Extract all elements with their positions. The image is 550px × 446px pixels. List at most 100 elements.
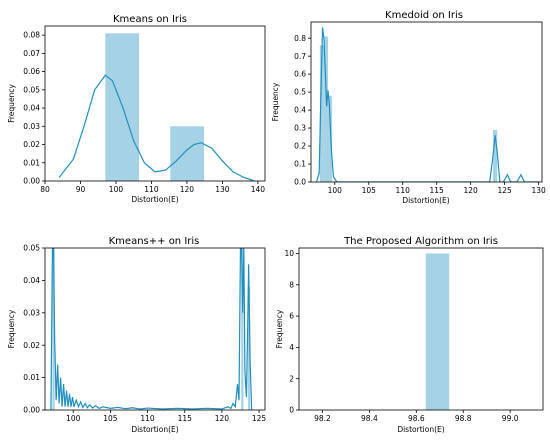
- plot-area: [425, 253, 450, 410]
- y-axis-label: Frequency: [7, 84, 16, 123]
- y-tick-label: 0.05: [23, 85, 40, 94]
- y-tick-label: 0.03: [23, 122, 40, 131]
- y-tick-label: 0.04: [23, 104, 40, 113]
- plot-frame: [298, 247, 544, 411]
- x-axis-label: Distortion(E): [131, 425, 178, 434]
- y-tick-label: 0.07: [23, 49, 40, 58]
- histogram-bar: [247, 286, 251, 410]
- x-tick-label: 98.4: [361, 414, 378, 423]
- chart-title: Kmeans on Iris: [113, 14, 187, 25]
- panel-proposed: The Proposed Algorithm on Iris 98.2 98.4 9…: [275, 236, 544, 434]
- histogram-bar: [493, 129, 498, 182]
- y-tick-label: 0.01: [23, 373, 40, 382]
- x-tick-label: 98.8: [455, 414, 472, 423]
- y-tick-label: 0.02: [23, 341, 40, 350]
- histogram-bar: [323, 36, 328, 182]
- plot-frame: [310, 21, 543, 183]
- x-tick-label: 90: [76, 185, 86, 194]
- x-tick-label: 105: [362, 186, 377, 195]
- plot-frame: [44, 25, 266, 182]
- x-axis: 100 105 110 115 120 125 130: [328, 182, 546, 195]
- y-axis-label: Frequency: [271, 82, 280, 121]
- y-tick-label: 0.7: [294, 52, 306, 61]
- y-axis: 0.00 0.01 0.02 0.03 0.04 0.05: [23, 244, 45, 415]
- plot-frame: [44, 247, 266, 411]
- y-tick-label: 10: [284, 249, 294, 258]
- y-tick-label: 0.5: [294, 88, 306, 97]
- y-axis-label: Frequency: [275, 309, 284, 348]
- histogram-bar: [327, 95, 333, 182]
- density-curve: [315, 27, 539, 182]
- panel-kmeanspp: Kmeans++ on Iris 100 105 110 115 120 125 0.00…: [7, 236, 266, 434]
- x-tick-label: 99.0: [502, 414, 519, 423]
- x-tick-label: 100: [109, 185, 124, 194]
- x-tick-label: 105: [103, 414, 118, 423]
- y-tick-label: 0.4: [294, 106, 306, 115]
- y-axis: 0.00 0.01 0.02 0.03 0.04 0.05 0.06 0.07 0.08: [23, 31, 45, 186]
- panel-kmedoid: Kmedoid on Iris 100 105 110 115 120 125 130 0.…: [271, 10, 546, 205]
- y-tick-label: 0.04: [23, 276, 40, 285]
- x-tick-label: 130: [531, 186, 546, 195]
- x-tick-label: 115: [430, 186, 445, 195]
- x-tick-label: 115: [178, 414, 193, 423]
- y-tick-label: 0.08: [23, 31, 40, 40]
- y-tick-label: 0.6: [294, 70, 306, 79]
- y-axis: 0 2 4 6 8 10: [284, 249, 299, 415]
- histogram-bar: [52, 248, 55, 410]
- plot-area: [50, 248, 253, 410]
- x-tick-label: 140: [251, 185, 266, 194]
- x-tick-label: 110: [396, 186, 411, 195]
- x-tick-label: 98.2: [314, 414, 331, 423]
- x-tick-label: 120: [215, 414, 230, 423]
- y-tick-label: 0.06: [23, 67, 40, 76]
- x-tick-label: 125: [497, 186, 512, 195]
- y-tick-label: 0.02: [23, 140, 40, 149]
- plot-area: [315, 27, 539, 182]
- y-tick-label: 6: [289, 312, 294, 321]
- x-tick-label: 120: [180, 185, 195, 194]
- y-tick-label: 0.05: [23, 244, 40, 253]
- x-tick-label: 130: [215, 185, 230, 194]
- y-tick-label: 0.00: [23, 177, 40, 186]
- y-axis-label: Frequency: [7, 309, 16, 348]
- x-axis-label: Distortion(E): [131, 195, 178, 204]
- density-curve: [58, 74, 255, 181]
- x-axis-label: Distortion(E): [402, 196, 449, 205]
- y-tick-label: 0: [289, 406, 294, 415]
- x-tick-label: 80: [40, 185, 50, 194]
- x-tick-label: 98.6: [408, 414, 425, 423]
- y-tick-label: 0.8: [294, 34, 306, 43]
- y-tick-label: 0.3: [294, 124, 306, 133]
- y-tick-label: 0.0: [294, 178, 306, 187]
- y-tick-label: 0.2: [294, 142, 306, 151]
- chart-title: Kmeans++ on Iris: [109, 236, 200, 247]
- y-tick-label: 2: [289, 374, 294, 383]
- plot-area: [58, 33, 255, 181]
- y-tick-label: 0.1: [294, 160, 306, 169]
- y-tick-label: 0.03: [23, 308, 40, 317]
- x-axis: 98.2 98.4 98.6 98.8 99.0: [314, 410, 519, 423]
- x-axis-label: Distortion(E): [397, 425, 444, 434]
- panel-kmeans: Kmeans on Iris 80 90 100 110 120 130 140 0.000…: [7, 14, 266, 204]
- histogram-bar: [241, 248, 244, 410]
- x-axis: 100 105 110 115 120 125: [66, 410, 266, 423]
- y-tick-label: 4: [289, 343, 294, 352]
- x-tick-label: 100: [328, 186, 343, 195]
- y-tick-label: 8: [289, 280, 294, 289]
- x-tick-label: 120: [463, 186, 478, 195]
- x-tick-label: 110: [144, 185, 159, 194]
- y-axis: 0.0 0.1 0.2 0.3 0.4 0.5 0.6 0.7 0.8: [294, 34, 311, 187]
- y-tick-label: 0.00: [23, 406, 40, 415]
- y-tick-label: 0.01: [23, 158, 40, 167]
- x-axis: 80 90 100 110 120 130 140: [40, 181, 265, 194]
- x-tick-label: 125: [252, 414, 267, 423]
- chart-title: Kmedoid on Iris: [385, 10, 463, 21]
- histogram-bar: [319, 45, 324, 182]
- histogram-bar: [425, 253, 450, 410]
- density-curve: [50, 248, 253, 410]
- chart-title: The Proposed Algorithm on Iris: [343, 236, 498, 247]
- histogram-bar: [170, 126, 204, 181]
- x-tick-label: 110: [140, 414, 155, 423]
- x-tick-label: 100: [66, 414, 81, 423]
